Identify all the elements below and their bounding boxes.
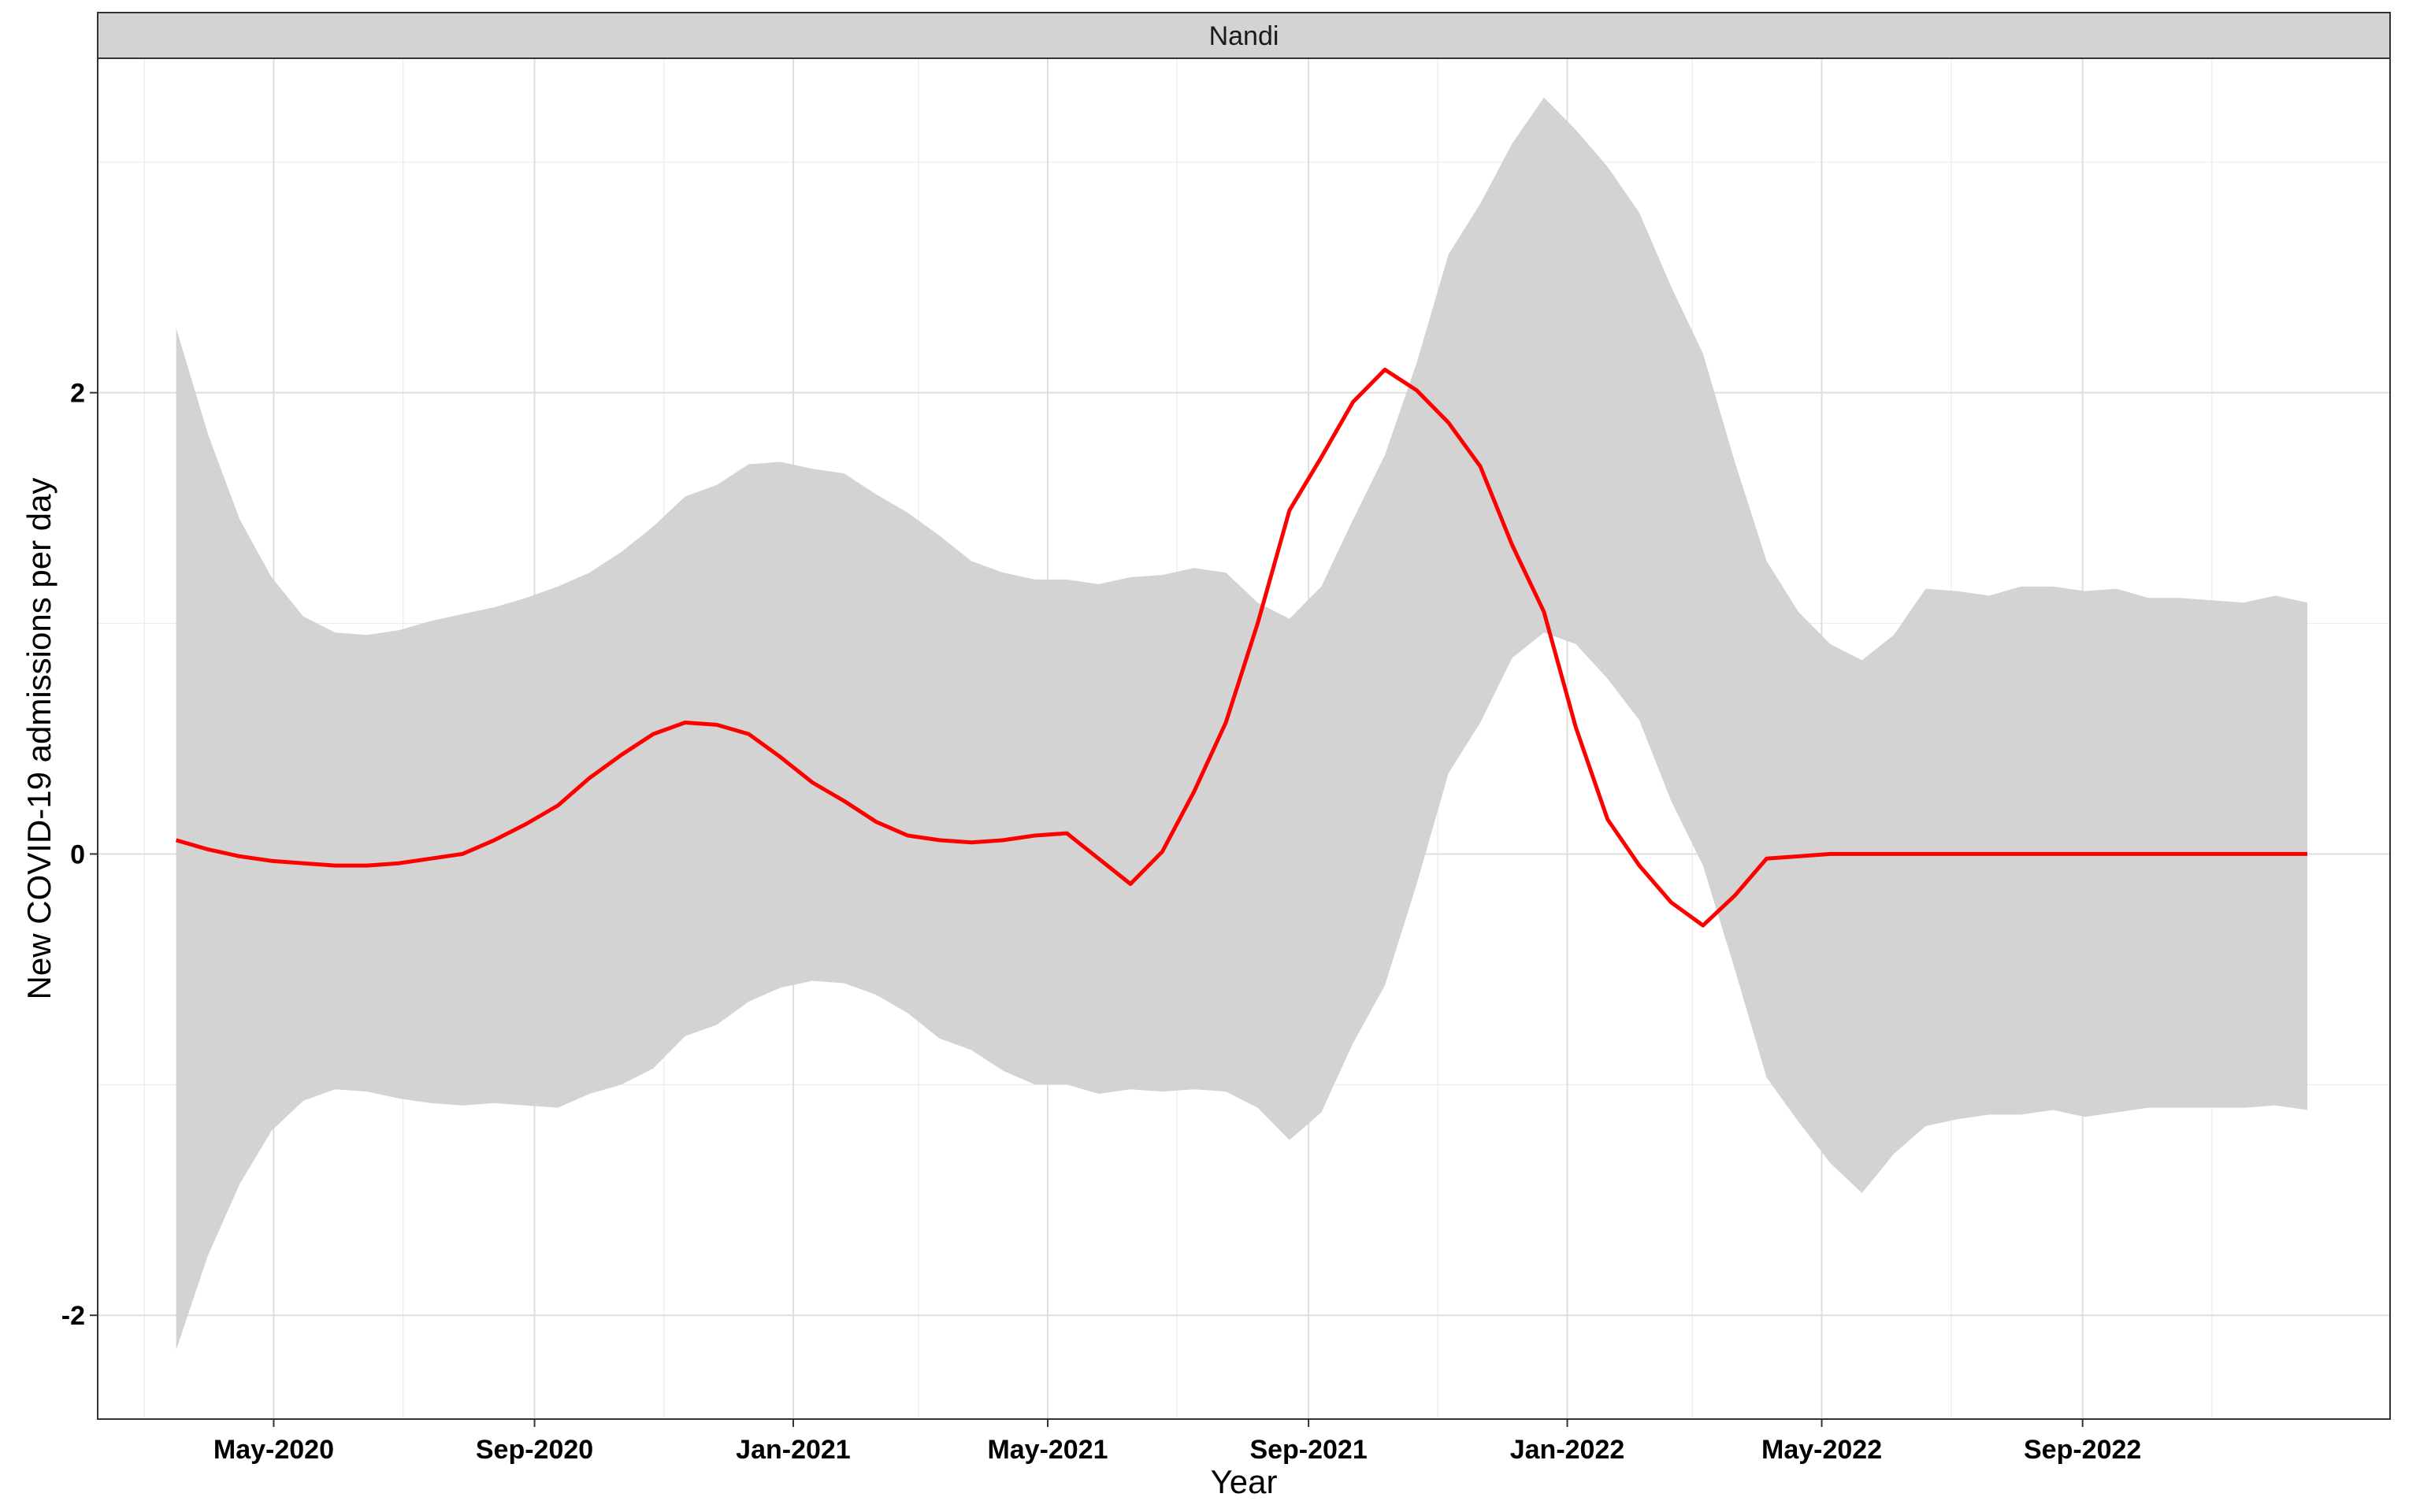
y-axis-title: New COVID-19 admissions per day <box>20 478 58 1000</box>
x-tick-label: Jan-2021 <box>736 1435 851 1465</box>
confidence-ribbon <box>176 97 2307 1351</box>
x-tick-label: Sep-2020 <box>476 1435 593 1465</box>
series-line <box>175 367 2307 928</box>
x-axis-title: Year <box>1211 1463 1278 1500</box>
x-axis: May-2020 Sep-2020 Jan-2021 May-2021 Sep-2021… <box>213 1419 2141 1465</box>
y-axis: -2 0 2 <box>61 379 98 1331</box>
y-tick-label: -2 <box>61 1301 85 1331</box>
x-tick-label: May-2022 <box>1761 1435 1882 1465</box>
x-tick-label: Sep-2022 <box>2024 1435 2141 1465</box>
x-tick-label: May-2020 <box>213 1435 334 1465</box>
y-tick-label: 0 <box>70 839 85 869</box>
panel-strip-label: Nandi <box>1209 21 1279 51</box>
y-tick-label: 2 <box>70 379 85 409</box>
x-tick-label: May-2021 <box>987 1435 1108 1465</box>
x-tick-label: Sep-2021 <box>1249 1435 1367 1465</box>
panel-strip <box>97 12 2391 59</box>
x-tick-label: Jan-2022 <box>1510 1435 1625 1465</box>
